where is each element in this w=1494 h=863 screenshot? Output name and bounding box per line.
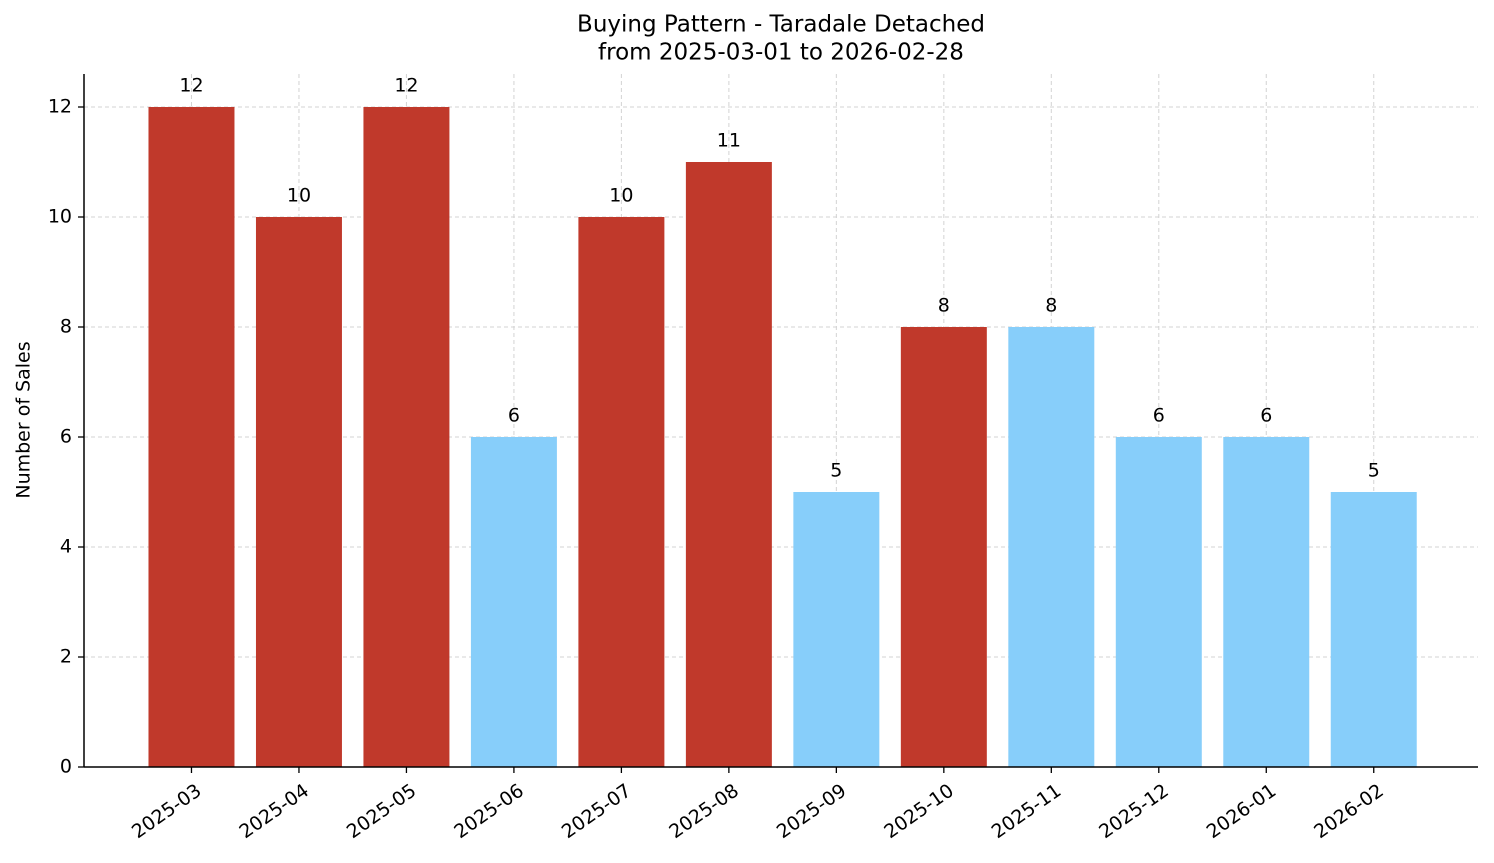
bar [1330,492,1417,767]
value-label: 12 [179,75,203,97]
bar [470,437,557,767]
x-tick-label: 2025-03 [128,780,206,844]
value-label: 11 [717,130,741,152]
value-label: 10 [609,185,633,207]
bar [900,327,987,767]
x-tick-label: 2025-12 [1095,780,1173,844]
y-tick-label: 6 [60,426,72,448]
value-label: 8 [1045,295,1057,317]
bar [255,217,342,767]
value-label: 12 [394,75,418,97]
x-tick-label: 2025-11 [988,780,1066,844]
bar [1223,437,1310,767]
x-tick-label: 2025-05 [343,780,421,844]
bars [148,107,1417,767]
value-label: 6 [1260,405,1272,427]
value-label: 10 [287,185,311,207]
chart-subtitle: from 2025-03-01 to 2026-02-28 [598,40,964,66]
y-tick-label: 0 [60,756,72,778]
y-tick-label: 4 [60,536,72,558]
x-tick-label: 2025-08 [665,780,743,844]
value-label: 8 [938,295,950,317]
chart-title: Buying Pattern - Taradale Detached [577,12,985,38]
bar [363,107,450,767]
y-tick-label: 8 [60,316,72,338]
y-tick-label: 12 [48,96,72,118]
y-axis-label: Number of Sales [13,341,35,498]
x-tick-label: 2025-10 [880,780,958,844]
x-tick-label: 2026-02 [1310,780,1388,844]
bar [148,107,235,767]
bar [1008,327,1095,767]
y-tick-label: 2 [60,646,72,668]
y-tick-label: 10 [48,206,72,228]
bar [685,162,772,767]
value-label: 5 [1368,460,1380,482]
value-label: 6 [1153,405,1165,427]
value-label: 6 [508,405,520,427]
bar [578,217,665,767]
x-tick-label: 2025-07 [558,780,636,844]
bar [793,492,880,767]
x-tick-label: 2025-09 [773,780,851,844]
x-tick-label: 2025-04 [235,780,313,844]
x-tick-label: 2025-06 [450,780,528,844]
bar [1115,437,1202,767]
value-label: 5 [830,460,842,482]
x-tick-label: 2026-01 [1203,780,1281,844]
